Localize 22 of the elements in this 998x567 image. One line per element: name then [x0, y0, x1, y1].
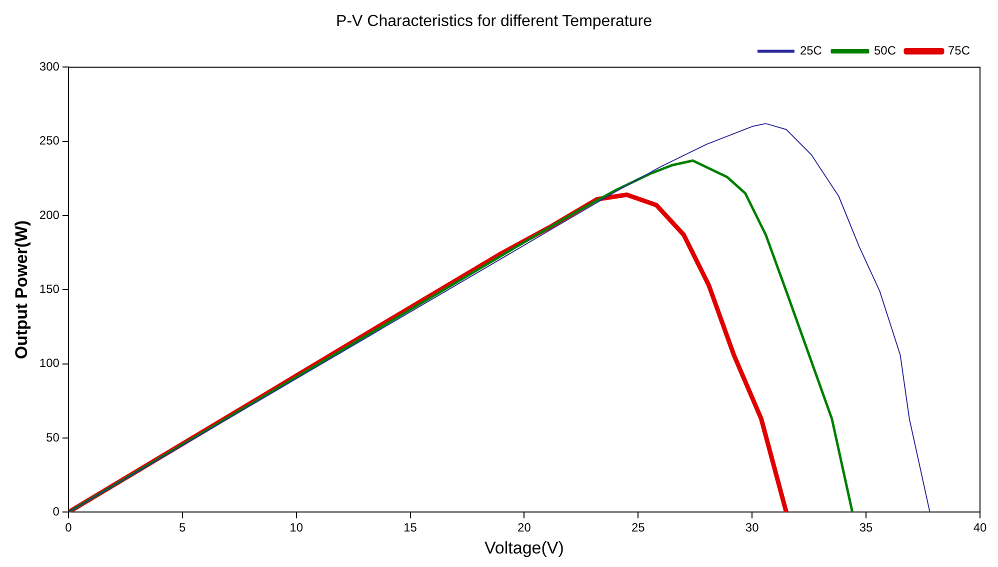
x-tick-label: 5	[179, 520, 186, 535]
x-tick-label: 30	[745, 520, 760, 535]
y-tick-label: 0	[52, 504, 60, 519]
y-tick-label: 50	[46, 430, 60, 444]
legend-label: 50C	[874, 44, 896, 58]
y-axis-title: Output Power(W)	[12, 220, 31, 360]
x-tick-label: 35	[859, 520, 874, 535]
y-tick-label: 200	[39, 208, 60, 222]
x-tick-label: 10	[290, 520, 304, 535]
y-tick-label: 100	[39, 356, 60, 370]
y-tick-label: 150	[39, 282, 60, 296]
x-tick-label: 15	[404, 520, 418, 535]
legend-label: 25C	[800, 44, 822, 58]
legend-label: 75C	[948, 44, 970, 58]
x-tick-label: 40	[973, 520, 987, 535]
chart-title: P-V Characteristics for different Temperature	[336, 13, 652, 30]
y-tick-label: 300	[39, 60, 60, 74]
x-tick-label: 20	[518, 520, 532, 535]
y-tick-label: 250	[39, 134, 60, 148]
x-tick-label: 25	[631, 520, 646, 535]
x-axis-title: Voltage(V)	[484, 538, 564, 558]
x-tick-label: 0	[65, 520, 72, 535]
